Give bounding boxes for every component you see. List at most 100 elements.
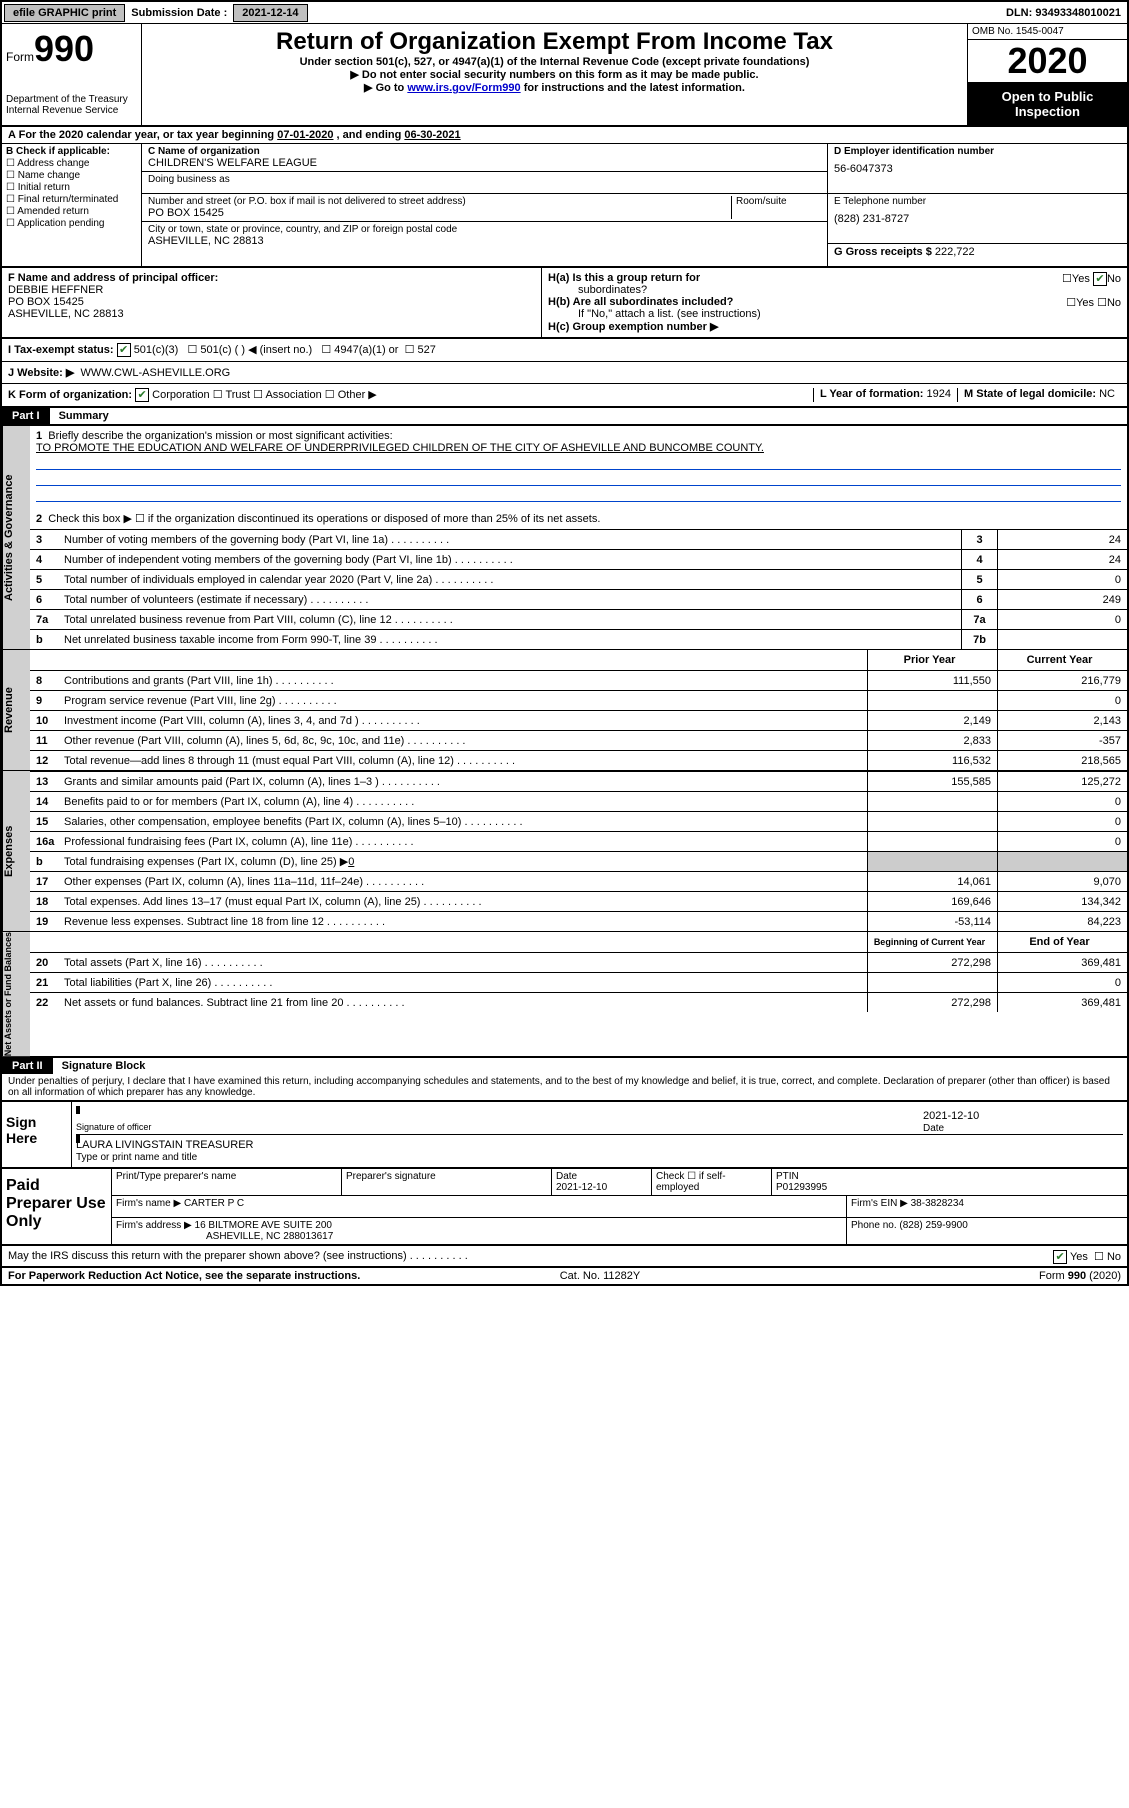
discuss-no: No [1107, 1251, 1121, 1263]
prep-date: 2021-12-10 [556, 1182, 607, 1193]
n-7a: 7a [30, 614, 60, 626]
n-14: 14 [30, 796, 60, 808]
part1-header: Part I Summary [2, 408, 1127, 426]
irs-link[interactable]: www.irs.gov/Form990 [407, 82, 520, 94]
efile-print-button[interactable]: efile GRAPHIC print [4, 4, 125, 22]
sign-here-block: Sign Here Signature of officer 2021-12-1… [2, 1100, 1127, 1169]
submission-label: Submission Date : [131, 7, 227, 19]
hb-label: H(b) Are all subordinates included? [548, 296, 733, 308]
chk-name-change[interactable]: Name change [6, 170, 137, 181]
dln-display: DLN: 93493348010021 [1006, 7, 1127, 19]
n-17: 17 [30, 876, 60, 888]
hc-label: H(c) Group exemption number ▶ [548, 320, 1121, 333]
p-21 [867, 973, 997, 992]
firm-addr2: ASHEVILLE, NC 288013617 [206, 1231, 333, 1242]
address-cell: Number and street (or P.O. box if mail i… [142, 194, 827, 222]
vlabel-revenue: Revenue [2, 650, 30, 770]
p-16b [867, 852, 997, 871]
p-18: 169,646 [867, 892, 997, 911]
mission-text: TO PROMOTE THE EDUCATION AND WELFARE OF … [36, 442, 764, 454]
n-22: 22 [30, 997, 60, 1009]
ha-yes[interactable]: Yes [1072, 273, 1090, 285]
org-info: C Name of organization CHILDREN'S WELFAR… [142, 144, 827, 266]
ha-sub: subordinates? [578, 284, 647, 296]
mission-blank-1 [36, 456, 1121, 470]
subtitle-3: Go to www.irs.gov/Form990 for instructio… [150, 81, 959, 94]
mission-blank-3 [36, 488, 1121, 502]
p-12: 116,532 [867, 751, 997, 770]
revenue-section: Revenue Prior Year Current Year 8 Contri… [2, 649, 1127, 770]
firm-addr-label: Firm's address ▶ [116, 1220, 192, 1231]
ha-no: No [1107, 273, 1121, 285]
line-10: 10 Investment income (Part VIII, column … [30, 710, 1127, 730]
line-9: 9 Program service revenue (Part VIII, li… [30, 690, 1127, 710]
open-inspection: Open to PublicInspection [968, 83, 1127, 125]
d-16b: Total fundraising expenses (Part IX, col… [60, 853, 867, 870]
line-4: 4 Number of independent voting members o… [30, 549, 1127, 569]
preparer-content: Print/Type preparer's name Preparer's si… [112, 1169, 1127, 1244]
type-label: Type or print name and title [76, 1152, 197, 1163]
d-11: Other revenue (Part VIII, column (A), li… [60, 733, 867, 749]
chk-initial-return[interactable]: Initial return [6, 182, 137, 193]
rev-header-row: Prior Year Current Year [30, 650, 1127, 670]
part2-header: Part II Signature Block [2, 1058, 1127, 1074]
hb-yes[interactable]: Yes [1076, 297, 1094, 309]
mission-blank-2 [36, 472, 1121, 486]
ptin-label: PTIN [776, 1171, 799, 1182]
q2-block: 2 Check this box ▶ ☐ if the organization… [30, 508, 1127, 529]
prep-sig-label: Preparer's signature [342, 1169, 552, 1195]
block-b-identity: B Check if applicable: Address change Na… [2, 144, 1127, 268]
line-16b: b Total fundraising expenses (Part IX, c… [30, 851, 1127, 871]
line-19: 19 Revenue less expenses. Subtract line … [30, 911, 1127, 931]
chk-final-return[interactable]: Final return/terminated [6, 194, 137, 205]
officer-group-row: F Name and address of principal officer:… [2, 268, 1127, 339]
submission-date-button[interactable]: 2021-12-14 [233, 4, 307, 22]
form-header: Form990 Department of the Treasury Inter… [2, 24, 1127, 127]
part2-badge: Part II [2, 1058, 53, 1074]
c-12: 218,565 [997, 751, 1127, 770]
chk-application-pending[interactable]: Application pending [6, 218, 137, 229]
check-self-employed[interactable]: Check ☐ if self-employed [652, 1169, 772, 1195]
d-14: Benefits paid to or for members (Part IX… [60, 794, 867, 810]
section-a-tax-year: A For the 2020 calendar year, or tax yea… [2, 127, 1127, 144]
chk-corporation[interactable] [135, 388, 149, 402]
firm-ein: 38-3828234 [911, 1198, 964, 1209]
chk-501c3[interactable] [117, 343, 131, 357]
prep-date-label: Date [556, 1171, 577, 1182]
tax-year: 2020 [968, 40, 1127, 83]
addr-label: Number and street (or P.O. box if mail i… [148, 196, 731, 207]
phone-value: (828) 231-8727 [834, 213, 1121, 225]
ha-label: H(a) Is this a group return for [548, 272, 700, 284]
date-label: Date [923, 1123, 944, 1134]
n-16a: 16a [30, 836, 60, 848]
n-4: 4 [30, 554, 60, 566]
footer-cat: Cat. No. 11282Y [560, 1270, 641, 1282]
n-3: 3 [30, 534, 60, 546]
street-address: PO BOX 15425 [148, 207, 731, 219]
net-header-row: Beginning of Current Year End of Year [30, 932, 1127, 952]
d-22: Net assets or fund balances. Subtract li… [60, 995, 867, 1011]
chk-address-change[interactable]: Address change [6, 158, 137, 169]
discuss-yes-check[interactable] [1053, 1250, 1067, 1264]
ha-row: H(a) Is this a group return for ☐Yes No … [548, 272, 1121, 296]
line-b: b Net unrelated business taxable income … [30, 629, 1127, 649]
c-19: 84,223 [997, 912, 1127, 931]
p-20: 272,298 [867, 953, 997, 972]
line-8: 8 Contributions and grants (Part VIII, l… [30, 670, 1127, 690]
d-8: Contributions and grants (Part VIII, lin… [60, 673, 867, 689]
chk-amended-return[interactable]: Amended return [6, 206, 137, 217]
b-7a: 7a [961, 610, 997, 629]
dept-treasury: Department of the Treasury [6, 94, 137, 105]
p-14 [867, 792, 997, 811]
ha-no-check[interactable] [1093, 272, 1107, 286]
c-10: 2,143 [997, 711, 1127, 730]
hb-no[interactable]: No [1107, 297, 1121, 309]
website-value: WWW.CWL-ASHEVILLE.ORG [80, 367, 230, 379]
tax-exempt-row: I Tax-exempt status: 501(c)(3) ☐ 501(c) … [2, 339, 1127, 362]
city-cell: City or town, state or province, country… [142, 222, 827, 249]
p-15 [867, 812, 997, 831]
v-3: 24 [997, 530, 1127, 549]
page-footer: For Paperwork Reduction Act Notice, see … [2, 1268, 1127, 1284]
d-15: Salaries, other compensation, employee b… [60, 814, 867, 830]
ein-cell: D Employer identification number 56-6047… [828, 144, 1127, 194]
